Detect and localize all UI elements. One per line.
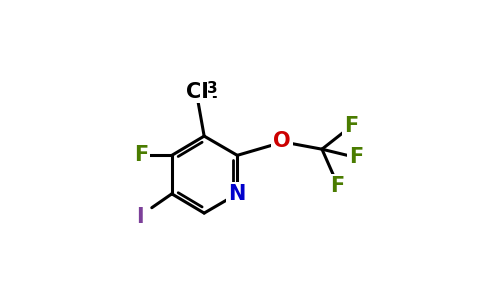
Text: 3: 3 (207, 81, 218, 96)
Text: F: F (330, 176, 345, 196)
Text: I: I (136, 207, 143, 227)
Text: F: F (134, 146, 148, 165)
Text: CH: CH (185, 82, 218, 102)
Text: F: F (349, 147, 364, 167)
Text: F: F (344, 116, 358, 136)
Text: O: O (273, 131, 291, 152)
Text: N: N (228, 184, 246, 204)
